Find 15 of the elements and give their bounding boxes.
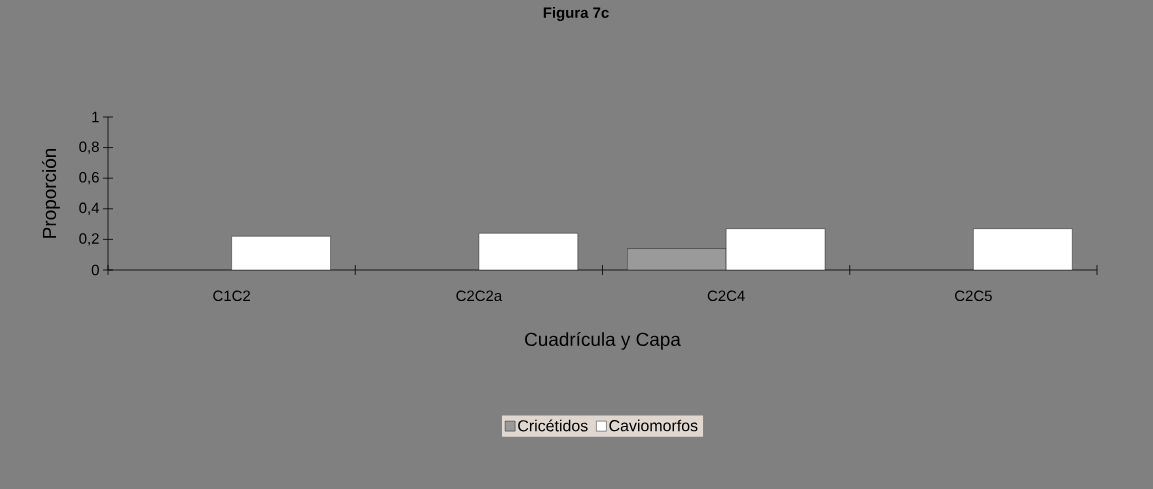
legend-label: Caviomorfos: [609, 419, 698, 432]
x-tick-label: C2C5: [955, 290, 992, 302]
y-axis-title: Proporción: [42, 148, 60, 238]
y-tick-label: 0,8: [79, 141, 99, 154]
x-tick-label: C1C2: [213, 290, 250, 302]
x-tick-label: C2C4: [707, 290, 745, 302]
y-tick-label: 0,4: [79, 202, 100, 215]
legend-label: Cricétidos: [518, 419, 588, 432]
y-tick-label: 0: [91, 264, 99, 276]
y-tick-label: 1: [92, 111, 99, 123]
y-tick-label: 0,6: [79, 172, 99, 185]
chart-title: Figura 7c: [543, 6, 609, 21]
x-axis-title: Cuadrícula y Capa: [525, 331, 681, 350]
x-tick-label: C2C2a: [456, 290, 503, 302]
y-tick-label: 0,2: [79, 233, 99, 246]
